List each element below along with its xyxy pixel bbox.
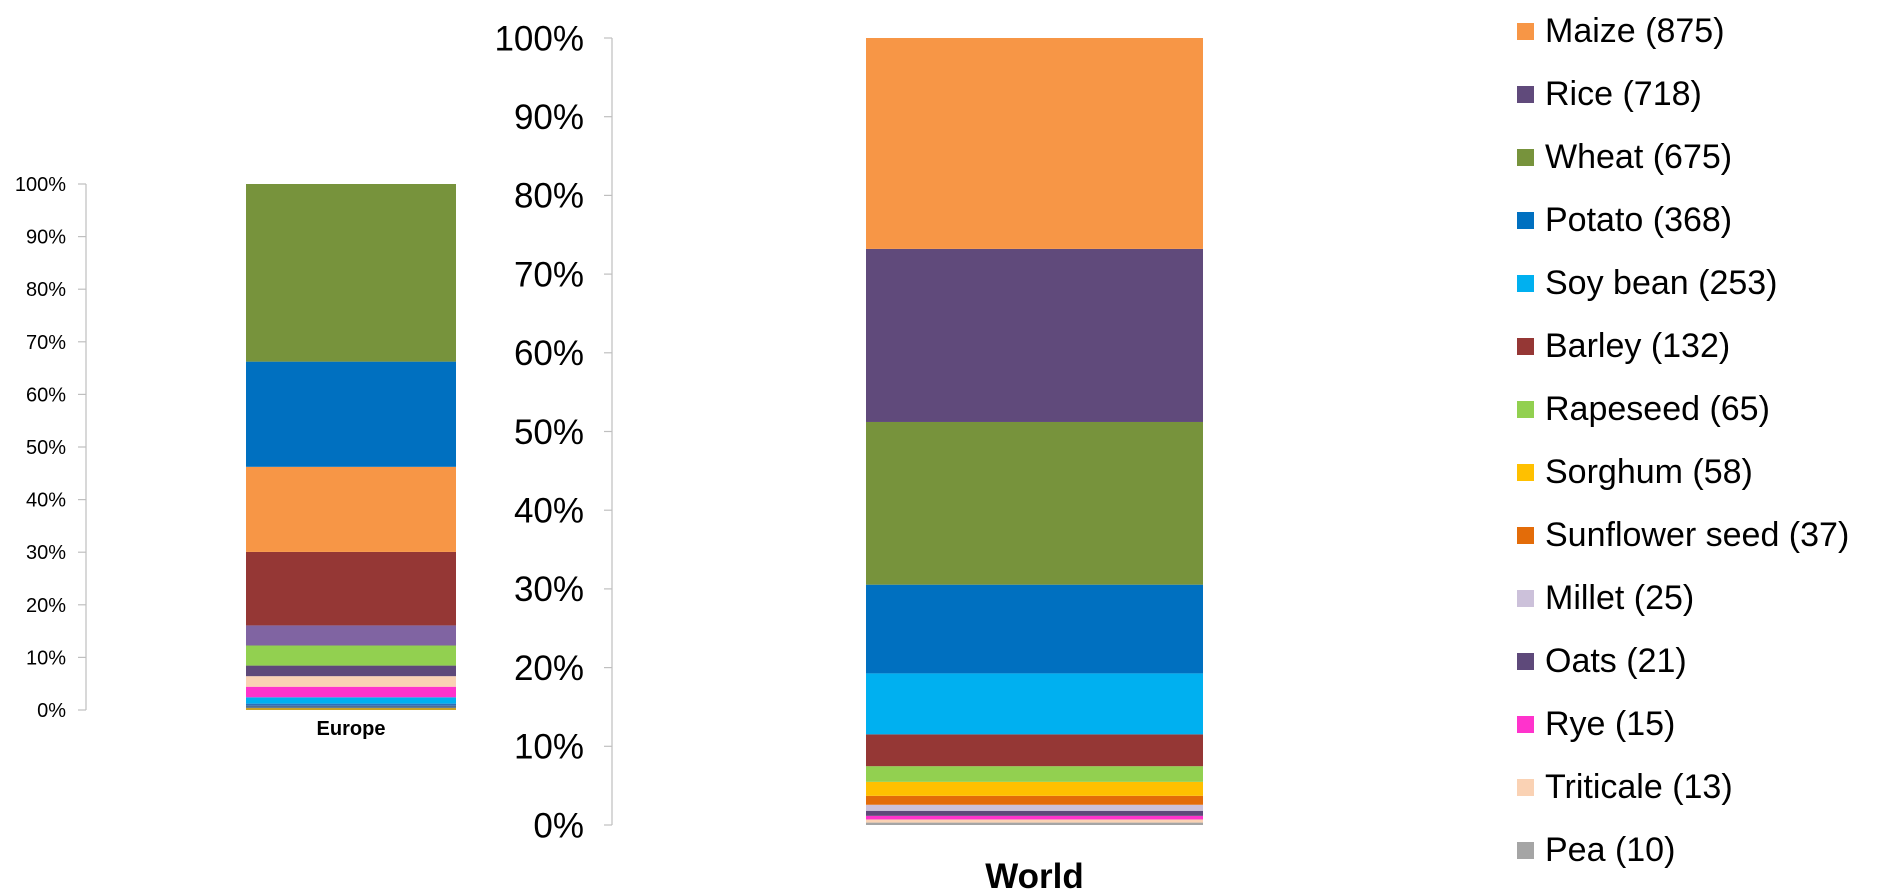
legend-item: Millet (25) [1517,567,1882,630]
legend-item: Barley (132) [1517,315,1882,378]
legend-label: Pea (10) [1545,831,1676,869]
europe-y-tick-label: 50% [26,437,66,459]
europe-y-tick-label: 70% [26,332,66,354]
legend-item: Wheat (675) [1517,126,1882,189]
europe-bar-segment [246,551,456,626]
europe-chart: 0% 10% 20% 30% 40% 50% 60% 70% 80% 90% 100% Europe [15,174,456,740]
world-bar-segment [866,734,1203,767]
world-bar-segment [866,38,1203,249]
legend-swatch [1517,464,1534,481]
legend-swatch [1517,842,1534,859]
legend-swatch [1517,86,1534,103]
world-bar-segment [866,804,1203,811]
europe-y-tick-label: 90% [26,227,66,249]
europe-y-tick-label: 0% [37,700,66,722]
world-y-tick-label: 10% [514,728,584,767]
europe-bar-segment [246,676,456,687]
world-y-tick-label: 80% [514,177,584,216]
legend-label: Rye (15) [1545,705,1676,743]
world-y-tick-label: 50% [514,413,584,452]
europe-bar-segment [246,625,456,646]
legend-label: Millet (25) [1545,579,1695,617]
europe-y-tick-label: 10% [26,647,66,669]
world-bar-segment [866,421,1203,585]
legend-label: Rice (718) [1545,75,1702,113]
legend-swatch [1517,779,1534,796]
world-bar-segment [866,766,1203,782]
europe-bar-segment [246,703,456,706]
legend-swatch [1517,653,1534,670]
legend-swatch [1517,401,1534,418]
world-y-tick-label: 70% [514,255,584,294]
world-category-label: World [985,857,1084,890]
legend-item: Sunflower seed (37) [1517,504,1882,567]
world-y-tick-label: 60% [514,334,584,373]
europe-bar-segment [246,466,456,552]
europe-y-tick-label: 30% [26,542,66,564]
legend-swatch [1517,716,1534,733]
world-y-tick-label: 100% [494,19,584,58]
europe-bar-segment [246,184,456,362]
world-bar-segment [866,673,1203,735]
legend-item: Rice (718) [1517,63,1882,126]
legend-item: Rapeseed (65) [1517,378,1882,441]
legend-label: Potato (368) [1545,201,1733,239]
world-y-tick-label: 90% [514,98,584,137]
legend-swatch [1517,149,1534,166]
europe-y-tick-label: 80% [26,279,66,301]
world-y-tick-label: 20% [514,649,584,688]
legend-swatch [1517,275,1534,292]
europe-y-tick-label: 100% [15,174,66,196]
world-bar-segment [866,795,1203,805]
legend-item: Potato (368) [1517,189,1882,252]
legend-label: Rapeseed (65) [1545,390,1770,428]
europe-bar-segment [246,697,456,704]
legend-label: Sunflower seed (37) [1545,516,1850,554]
legend-swatch [1517,590,1534,607]
europe-bar-segment [246,361,456,467]
legend-item: Sorghum (58) [1517,441,1882,504]
world-y-tick-label: 40% [514,491,584,530]
legend-label: Triticale (13) [1545,768,1733,806]
world-y-tick-label: 0% [533,806,584,845]
legend-swatch [1517,212,1534,229]
world-bar-segment [866,822,1203,825]
europe-bar-segment [246,645,456,666]
world-bar-segment [866,810,1203,816]
world-chart: 0% 10% 20% 30% 40% 50% 60% 70% 80% 90% 100% World [494,19,1203,890]
world-bar-segment [866,584,1203,674]
legend-item: Oats (21) [1517,630,1882,693]
legend-label: Oats (21) [1545,642,1687,680]
europe-y-tick-label: 60% [26,384,66,406]
europe-bar-segment [246,705,456,708]
legend-swatch [1517,338,1534,355]
legend-label: Soy bean (253) [1545,264,1778,302]
legend-item: Maize (875) [1517,0,1882,63]
world-y-tick-label: 30% [514,570,584,609]
europe-category-label: Europe [317,718,386,740]
world-bar-segment [866,781,1203,796]
legend-label: Maize (875) [1545,12,1725,50]
europe-y-tick-label: 20% [26,595,66,617]
chart-legend: Maize (875) Rice (718) Wheat (675) Potato (… [1517,0,1882,882]
world-bar-segment [866,815,1203,820]
legend-label: Wheat (675) [1545,138,1733,176]
legend-label: Barley (132) [1545,327,1731,365]
legend-item: Soy bean (253) [1517,252,1882,315]
europe-y-tick-label: 40% [26,490,66,512]
legend-item: Pea (10) [1517,819,1882,882]
world-bar-segment [866,248,1203,422]
europe-bar-segment [246,707,456,710]
europe-bar-segment [246,686,456,698]
world-bar-segment [866,819,1203,823]
legend-item: Rye (15) [1517,693,1882,756]
legend-swatch [1517,23,1534,40]
europe-bar-segment [246,665,456,677]
legend-label: Sorghum (58) [1545,453,1753,491]
legend-item: Triticale (13) [1517,756,1882,819]
legend-swatch [1517,527,1534,544]
